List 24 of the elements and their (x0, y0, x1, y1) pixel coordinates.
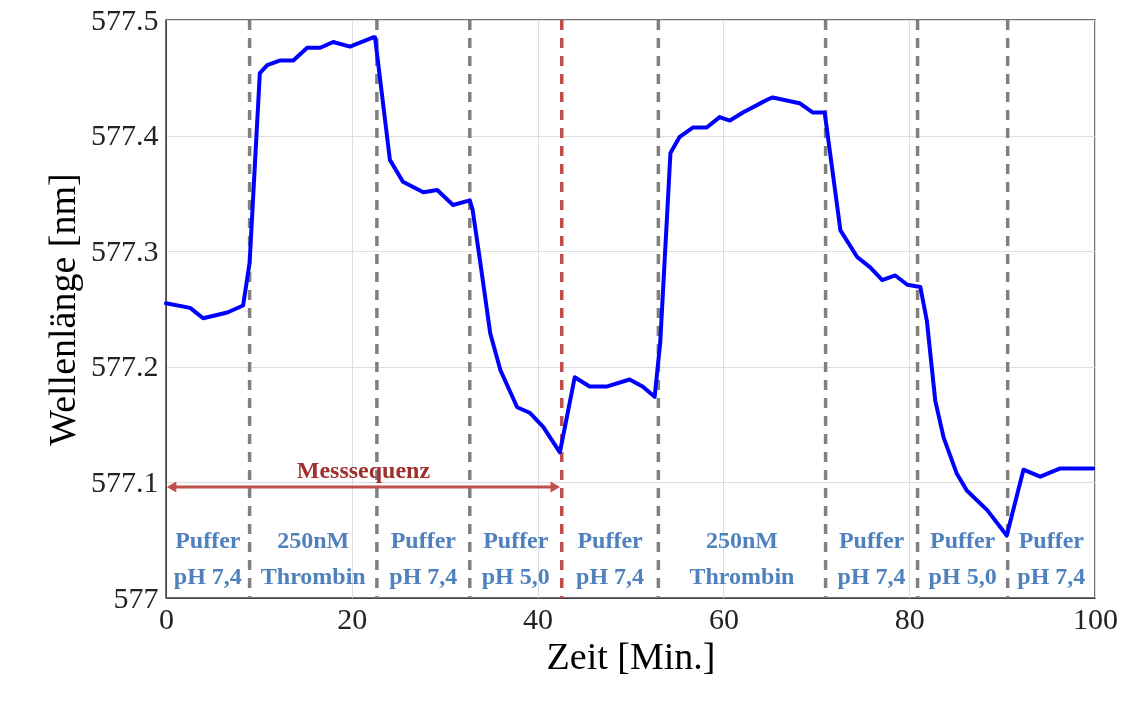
annotation: Puffer pH 7,4 (173, 527, 242, 590)
annotation: 250nM Thrombin (260, 527, 366, 590)
x-axis-title: Zeit [Min.] (546, 634, 716, 677)
y-tick-label: 577.5 (91, 2, 159, 36)
x-tick-label: 100 (1073, 601, 1118, 635)
y-tick-label: 577.2 (91, 349, 159, 383)
annotation: Puffer pH 7,4 (576, 527, 645, 590)
x-tick-label: 60 (708, 601, 739, 635)
x-tick-label: 20 (337, 601, 368, 635)
annotation: Puffer pH 5,0 (481, 527, 550, 590)
annotation: Puffer pH 7,4 (1017, 527, 1086, 590)
annotation: Puffer pH 7,4 (837, 527, 906, 590)
annotation: Puffer pH 5,0 (928, 527, 997, 590)
annotation: Puffer pH 7,4 (389, 527, 458, 590)
x-tick-label: 40 (523, 601, 554, 635)
y-tick-label: 577.1 (91, 464, 159, 498)
annotation: 250nM Thrombin (689, 527, 795, 590)
y-tick-label: 577 (113, 580, 159, 614)
y-tick-label: 577.3 (91, 233, 159, 267)
y-axis-title: Wellenlänge [nm] (41, 173, 83, 446)
annotation: Messsequenz (296, 457, 431, 484)
x-tick-label: 80 (894, 601, 925, 635)
y-tick-label: 577.4 (91, 118, 159, 152)
x-tick-label: 0 (159, 601, 174, 635)
